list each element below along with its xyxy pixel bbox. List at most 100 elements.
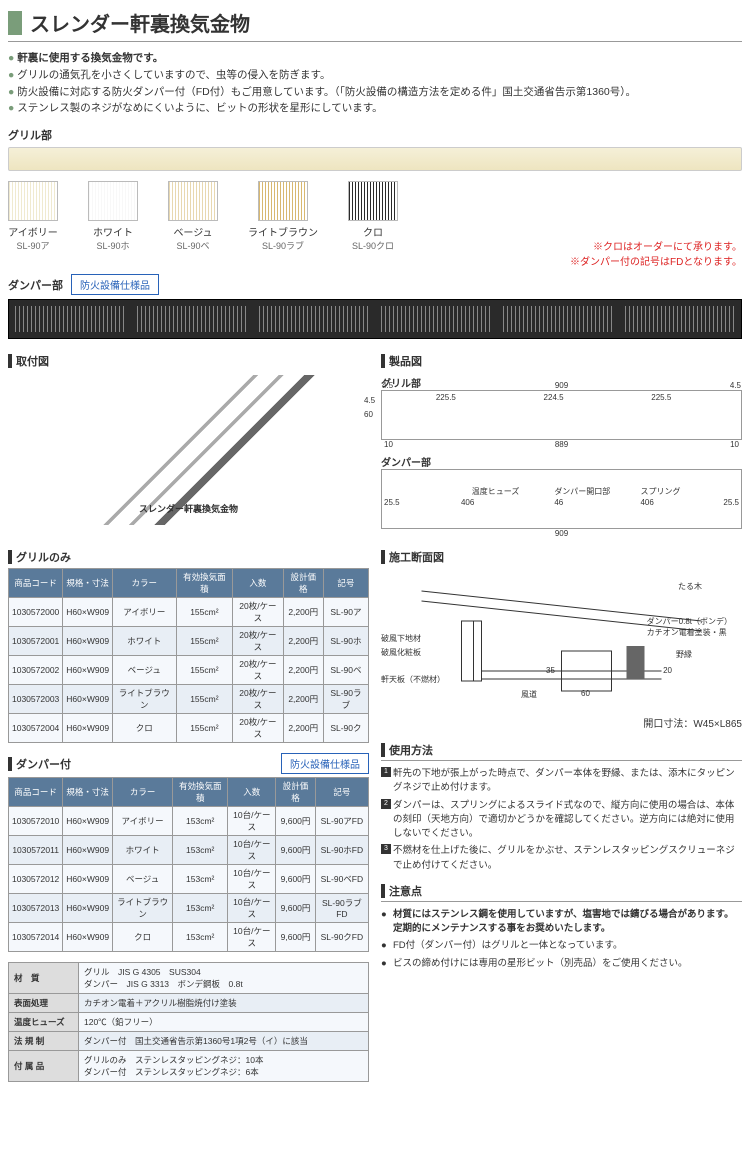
table-header: 商品コード [9,778,63,807]
dim: 10 [730,440,739,449]
dim: 60 [364,410,373,419]
table-header: 記号 [315,778,368,807]
fd-badge: 防火設備仕様品 [281,753,369,774]
damper-note: ※ダンパー付の記号はFDとなります。 [8,253,742,268]
swatch-box [88,181,138,221]
swatch-name: ライトブラウン [248,224,318,239]
intro-item: グリルの通気孔を小さくしていますので、虫等の侵入を防ぎます。 [8,67,742,84]
dim: 224.5 [544,393,564,402]
table-cell: H60×W909 [63,923,113,952]
table-cell: 10台/ケース [228,894,276,923]
caution-item: ビスの締め付けには専用の星形ビット（別売品）をご使用ください。 [381,957,742,971]
dim: 4.5 [382,381,393,390]
dim: 46 [554,498,563,507]
dim-label: 温度ヒューズ [472,486,520,497]
table-cell: ホワイト [113,836,173,865]
table-cell: クロ [113,923,173,952]
dim: 10 [384,440,393,449]
table-cell: ライトブラウン [113,894,173,923]
spec-row: 材 質グリル JIS G 4305 SUS304 ダンパー JIS G 3313… [9,963,369,994]
table-row: 1030572010H60×W909アイボリー153cm²10台/ケース9,60… [9,807,369,836]
swatch-code: SL-90ラブ [248,239,318,252]
table-row: 1030572012H60×W909ベージュ153cm²10台/ケース9,600… [9,865,369,894]
swatch: アイボリーSL-90ア [8,181,58,252]
table-cell: アイボリー [113,598,177,627]
table-cell: 9,600円 [276,923,315,952]
table-cell: SL-90ク [323,714,368,743]
product-header: 製品図 [381,353,742,369]
table-header: 規格・寸法 [63,569,113,598]
table-cell: H60×W909 [63,714,113,743]
dim: 4.5 [730,381,741,390]
dim-label: スプリング [640,486,680,497]
table-cell: 20枚/ケース [233,598,283,627]
swatch-code: SL-90ベ [168,239,218,252]
table-cell: H60×W909 [63,807,113,836]
table-row: 1030572013H60×W909ライトブラウン153cm²10台/ケース9,… [9,894,369,923]
table-cell: 9,600円 [276,836,315,865]
title-bar: スレンダー軒裏換気金物 [8,8,742,42]
table-cell: ホワイト [113,627,177,656]
damper-diagram: 909 406 406 46 25.5 25.5 60 52 温度ヒューズ ダン… [381,469,742,529]
title-mark [8,11,22,35]
table-cell: SL-90ホFD [315,836,368,865]
swatch: ベージュSL-90ベ [168,181,218,252]
table-cell: 2,200円 [283,656,323,685]
cross-header: 施工断面図 [381,549,742,565]
table-cell: SL-90ラブFD [315,894,368,923]
dim-label: ダンパー開口部 [554,486,610,497]
table-cell: H60×W909 [63,894,113,923]
spec-label: 表面処理 [9,994,79,1013]
table-cell: 1030572011 [9,836,63,865]
cross-label: 破風下地材 [381,633,421,644]
table-cell: 1030572004 [9,714,63,743]
dim: 25.5 [723,498,739,507]
spec-value: 120℃（鉛フリー） [79,1013,369,1032]
table-cell: H60×W909 [63,598,113,627]
spec-row: 法 規 制ダンパー付 国土交通省告示第1360号1項2号（イ）に該当 [9,1032,369,1051]
right-col: 施工断面図 たる木 ダンパー0.8t（ボンデ） カチオン電着塗装・黒 破風下地材… [381,549,742,1092]
table-cell: 153cm² [173,865,228,894]
dim: 406 [461,498,474,507]
grill-product-image [8,147,742,171]
damper-section-label: ダンパー部 [8,277,63,293]
table2-title: ダンパー付防火設備仕様品 [8,753,369,774]
opening-dimension: 開口寸法：W45×L865 [381,715,742,730]
grill-section-label: グリル部 [8,127,742,143]
table-cell: H60×W909 [63,656,113,685]
table-row: 1030572002H60×W909ベージュ155cm²20枚/ケース2,200… [9,656,369,685]
spec-value: ダンパー付 国土交通省告示第1360号1項2号（イ）に該当 [79,1032,369,1051]
table-cell: ベージュ [113,865,173,894]
table-cell: 1030572013 [9,894,63,923]
cross-label: 風道 [521,689,537,700]
table-row: 1030572003H60×W909ライトブラウン155cm²20枚/ケース2,… [9,685,369,714]
swatch: ライトブラウンSL-90ラブ [248,181,318,252]
swatch-name: クロ [348,224,398,239]
cross-section-diagram: たる木 ダンパー0.8t（ボンデ） カチオン電着塗装・黒 破風下地材 破風化粧板… [381,571,742,711]
dim: 909 [555,529,568,538]
table-header: 設計価格 [276,778,315,807]
spec-value: グリルのみ ステンレスタッピングネジ：10本 ダンパー付 ステンレスタッピングネ… [79,1051,369,1082]
spec-row: 付 属 品グリルのみ ステンレスタッピングネジ：10本 ダンパー付 ステンレスタ… [9,1051,369,1082]
table-cell: 155cm² [176,685,233,714]
cross-dim: 35 [546,666,555,675]
table-cell: 153cm² [173,894,228,923]
dim: 225.5 [651,393,671,402]
table-cell: 1030572003 [9,685,63,714]
table-cell: 2,200円 [283,598,323,627]
table-cell: 20枚/ケース [233,656,283,685]
table-row: 1030572000H60×W909アイボリー155cm²20枚/ケース2,20… [9,598,369,627]
table-row: 1030572001H60×W909ホワイト155cm²20枚/ケース2,200… [9,627,369,656]
table-cell: 20枚/ケース [233,714,283,743]
table-cell: SL-90アFD [315,807,368,836]
cross-label: たる木 [678,581,702,592]
table-cell: 10台/ケース [228,836,276,865]
install-label: スレンダー軒裏換気金物 [139,502,238,515]
table-cell: SL-90クFD [315,923,368,952]
table-cell: 155cm² [176,714,233,743]
table-header: 記号 [323,569,368,598]
table-cell: 1030572002 [9,656,63,685]
dim: 225.5 [436,393,456,402]
table-cell: SL-90ア [323,598,368,627]
swatch-box [168,181,218,221]
